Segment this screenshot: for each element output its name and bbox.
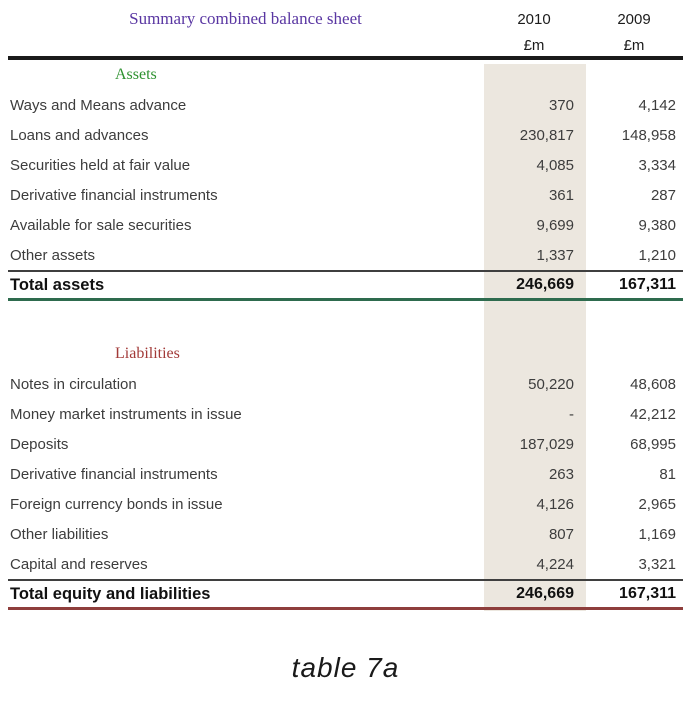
value-2009: 48,608 [630,375,676,393]
value-2010: 9,699 [536,216,574,234]
total-value-2010: 246,669 [516,276,574,293]
value-2009: 3,321 [638,555,676,573]
section-header-assets: Assets [8,60,683,90]
row-label: Other assets [10,246,96,264]
table-title: Summary combined balance sheet [129,9,362,28]
total-row-label: Total assets [10,275,105,294]
total-value-2009: 167,311 [619,585,676,602]
value-2009: 1,169 [638,525,676,543]
value-2010: 361 [548,186,574,204]
value-2010: 4,085 [536,156,574,174]
value-2010: 4,126 [536,495,574,513]
header-rule [8,56,683,60]
table-row: Available for sale securities 9,699 9,38… [8,210,683,240]
column-header-2010: 2010 [517,10,551,28]
table-row: Ways and Means advance 370 4,142 [8,90,683,120]
row-label: Derivative financial instruments [10,186,218,204]
section-header-liabilities: Liabilities [8,339,683,369]
table-header-row: Summary combined balance sheet 2010 2009 [8,4,683,34]
value-2009: 9,380 [638,216,676,234]
table-unit-row: £m £m [8,34,683,56]
value-2009: 4,142 [638,96,676,114]
value-2010: 263 [548,465,574,483]
value-2010: 1,337 [536,246,574,264]
row-label: Loans and advances [10,126,149,144]
total-row-label: Total equity and liabilities [10,584,211,603]
value-2010: 230,817 [519,126,574,144]
liabilities-total-rule [8,607,683,610]
assets-total-rule [8,298,683,301]
value-2010: 807 [548,525,574,543]
row-label: Capital and reserves [10,555,148,573]
row-label: Money market instruments in issue [10,405,242,423]
column-header-2009: 2009 [617,10,651,28]
balance-sheet-table: Summary combined balance sheet 2010 2009… [8,4,683,611]
row-label: Notes in circulation [10,375,137,393]
row-label: Deposits [10,435,69,453]
value-2009: 68,995 [630,435,676,453]
total-value-2009: 167,311 [619,276,676,293]
section-header-assets-label: Assets [115,66,157,83]
row-label: Derivative financial instruments [10,465,218,483]
value-2010: 370 [548,96,574,114]
value-2010: - [569,405,574,423]
table-row: Securities held at fair value 4,085 3,33… [8,150,683,180]
column-unit-2010: £m [523,36,545,54]
table-row: Capital and reserves 4,224 3,321 [8,549,683,579]
value-2009: 148,958 [621,126,676,144]
column-unit-2009: £m [623,36,645,54]
row-label: Securities held at fair value [10,156,191,174]
value-2010: 4,224 [536,555,574,573]
value-2010: 187,029 [519,435,574,453]
column-2010-highlight-stripe [484,64,586,611]
row-label: Other liabilities [10,525,109,543]
value-2009: 3,334 [638,156,676,174]
value-2009: 287 [650,186,676,204]
value-2009: 81 [659,465,676,483]
row-label: Available for sale securities [10,216,192,234]
table-row: Other liabilities 807 1,169 [8,519,683,549]
total-value-2010: 246,669 [516,585,574,602]
value-2009: 2,965 [638,495,676,513]
row-label: Foreign currency bonds in issue [10,495,223,513]
table-row: Money market instruments in issue - 42,2… [8,399,683,429]
section-header-liabilities-label: Liabilities [115,345,180,362]
value-2010: 50,220 [528,375,574,393]
table-row: Foreign currency bonds in issue 4,126 2,… [8,489,683,519]
table-caption: table 7a [291,652,400,683]
table-row: Notes in circulation 50,220 48,608 [8,369,683,399]
table-row: Other assets 1,337 1,210 [8,240,683,270]
total-assets-row: Total assets 246,669 167,311 [8,270,683,298]
total-equity-liabilities-row: Total equity and liabilities 246,669 167… [8,579,683,607]
table-row: Derivative financial instruments 263 81 [8,459,683,489]
value-2009: 1,210 [638,246,676,264]
row-label: Ways and Means advance [10,96,187,114]
table-row: Derivative financial instruments 361 287 [8,180,683,210]
table-row: Deposits 187,029 68,995 [8,429,683,459]
value-2009: 42,212 [630,405,676,423]
table-row: Loans and advances 230,817 148,958 [8,120,683,150]
